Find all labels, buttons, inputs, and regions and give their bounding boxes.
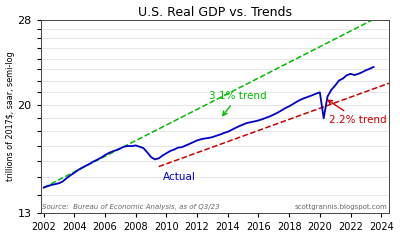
Text: scottgrannis.blogspot.com: scottgrannis.blogspot.com [294,203,387,209]
Y-axis label: trillions of 2017$, saar, semi-log: trillions of 2017$, saar, semi-log [6,52,14,181]
Text: Actual: Actual [163,172,196,182]
Text: 2.2% trend: 2.2% trend [328,100,387,125]
Title: U.S. Real GDP vs. Trends: U.S. Real GDP vs. Trends [138,5,292,19]
Text: Source:  Bureau of Economic Analysis, as of Q3/23: Source: Bureau of Economic Analysis, as … [42,203,220,209]
Text: 3.1% trend: 3.1% trend [209,91,267,115]
